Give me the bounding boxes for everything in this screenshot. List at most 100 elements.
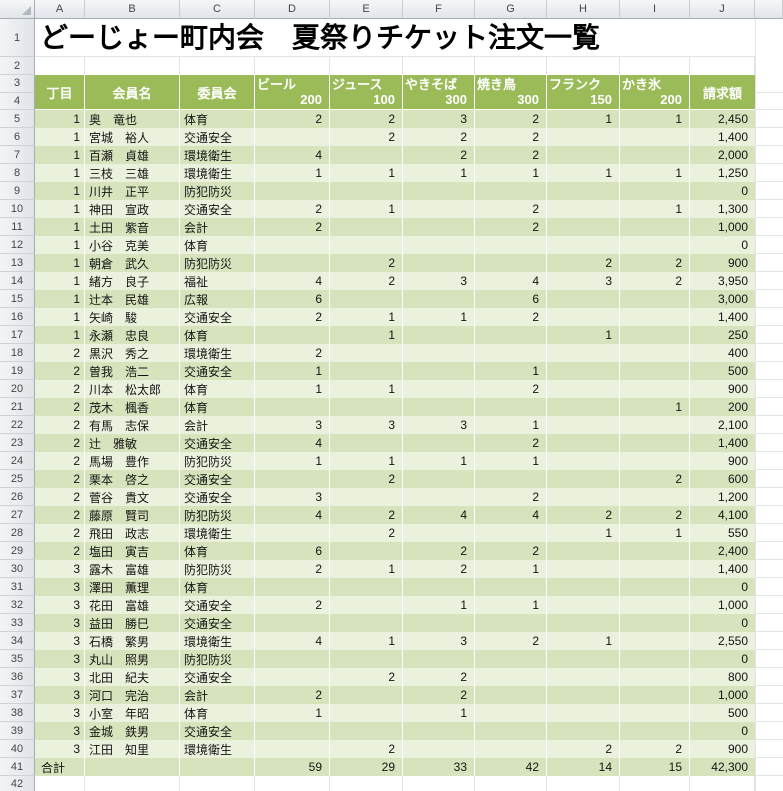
cell-member-name[interactable]: 石橋 繁男	[85, 632, 180, 650]
cell-frank-qty[interactable]: 2	[547, 254, 620, 272]
cell-amount[interactable]: 900	[690, 380, 755, 398]
cell-juice-qty[interactable]: 1	[330, 632, 403, 650]
cell-chome[interactable]: 1	[35, 110, 85, 128]
cell-beer-qty[interactable]: 2	[255, 560, 330, 578]
column-header-f[interactable]: F	[403, 0, 475, 19]
cell-chome[interactable]: 3	[35, 650, 85, 668]
cell-member-name[interactable]: 土田 紫音	[85, 218, 180, 236]
cell-frank-qty[interactable]	[547, 614, 620, 632]
header-chome[interactable]: 丁目	[35, 75, 85, 110]
cell-beer-qty[interactable]: 6	[255, 290, 330, 308]
cell-beer-qty[interactable]: 2	[255, 200, 330, 218]
cell-kakigori-qty[interactable]: 1	[620, 398, 690, 416]
cell-member-name[interactable]: 茂木 楓香	[85, 398, 180, 416]
cell-yakitori-qty[interactable]: 6	[475, 290, 547, 308]
cell-kakigori-qty[interactable]: 1	[620, 164, 690, 182]
cell-juice-qty[interactable]	[330, 614, 403, 632]
empty-cell[interactable]	[755, 470, 783, 488]
cell-beer-qty[interactable]	[255, 650, 330, 668]
cell-committee[interactable]: 環境衛生	[180, 344, 255, 362]
cell-beer-qty[interactable]: 1	[255, 164, 330, 182]
cell-chome[interactable]: 2	[35, 344, 85, 362]
header-committee[interactable]: 委員会	[180, 75, 255, 110]
row-header[interactable]: 39	[0, 722, 35, 740]
empty-cell[interactable]	[330, 57, 403, 75]
row-header-42[interactable]: 42	[0, 776, 35, 791]
sheet-title-cell[interactable]: どーじょー町内会 夏祭りチケット注文一覧	[35, 19, 755, 57]
row-header[interactable]: 32	[0, 596, 35, 614]
empty-cell[interactable]	[755, 704, 783, 722]
total-kakigori-qty[interactable]: 15	[620, 758, 690, 776]
cell-amount[interactable]: 900	[690, 740, 755, 758]
cell-juice-qty[interactable]	[330, 182, 403, 200]
row-header-3[interactable]: 3	[0, 75, 34, 93]
cell-yakisoba-qty[interactable]	[403, 182, 475, 200]
cell-frank-qty[interactable]	[547, 596, 620, 614]
cell-beer-qty[interactable]: 3	[255, 488, 330, 506]
cell-beer-qty[interactable]: 1	[255, 362, 330, 380]
cell-chome[interactable]: 3	[35, 560, 85, 578]
cell-amount[interactable]: 600	[690, 470, 755, 488]
empty-cell[interactable]	[755, 110, 783, 128]
cell-amount[interactable]: 1,400	[690, 308, 755, 326]
cell-member-name[interactable]: 神田 宣政	[85, 200, 180, 218]
cell-member-name[interactable]: 栗本 啓之	[85, 470, 180, 488]
cell-frank-qty[interactable]	[547, 704, 620, 722]
empty-cell[interactable]	[620, 57, 690, 75]
row-header[interactable]: 34	[0, 632, 35, 650]
cell-kakigori-qty[interactable]	[620, 146, 690, 164]
empty-cell[interactable]	[475, 57, 547, 75]
cell-committee[interactable]: 体育	[180, 542, 255, 560]
row-header[interactable]: 24	[0, 452, 35, 470]
cell-member-name[interactable]: 矢崎 駿	[85, 308, 180, 326]
cell-committee[interactable]: 防犯防災	[180, 452, 255, 470]
cell-juice-qty[interactable]	[330, 236, 403, 254]
row-header[interactable]: 36	[0, 668, 35, 686]
cell-yakitori-qty[interactable]	[475, 470, 547, 488]
row-header[interactable]: 38	[0, 704, 35, 722]
cell-yakisoba-qty[interactable]	[403, 434, 475, 452]
cell-chome[interactable]: 2	[35, 470, 85, 488]
cell-amount[interactable]: 550	[690, 524, 755, 542]
cell-yakisoba-qty[interactable]: 1	[403, 308, 475, 326]
column-header-j[interactable]: J	[690, 0, 755, 19]
cell-kakigori-qty[interactable]	[620, 218, 690, 236]
cell-yakisoba-qty[interactable]	[403, 218, 475, 236]
column-header-i[interactable]: I	[620, 0, 690, 19]
cell-member-name[interactable]: 辻本 民雄	[85, 290, 180, 308]
cell-frank-qty[interactable]: 1	[547, 110, 620, 128]
row-header[interactable]: 26	[0, 488, 35, 506]
cell-committee[interactable]: 交通安全	[180, 128, 255, 146]
cell-frank-qty[interactable]: 2	[547, 740, 620, 758]
cell-kakigori-qty[interactable]	[620, 668, 690, 686]
cell-member-name[interactable]: 飛田 政志	[85, 524, 180, 542]
empty-cell[interactable]	[755, 182, 783, 200]
cell-frank-qty[interactable]	[547, 380, 620, 398]
cell-yakisoba-qty[interactable]: 1	[403, 596, 475, 614]
cell-beer-qty[interactable]	[255, 470, 330, 488]
cell-kakigori-qty[interactable]	[620, 542, 690, 560]
select-all-corner[interactable]	[0, 0, 35, 19]
cell-yakitori-qty[interactable]: 2	[475, 380, 547, 398]
cell-member-name[interactable]: 小谷 克美	[85, 236, 180, 254]
cell-juice-qty[interactable]: 1	[330, 164, 403, 182]
cell-kakigori-qty[interactable]	[620, 722, 690, 740]
cell-chome[interactable]: 2	[35, 434, 85, 452]
cell-yakitori-qty[interactable]: 2	[475, 308, 547, 326]
cell-committee[interactable]: 環境衛生	[180, 524, 255, 542]
cell-juice-qty[interactable]: 2	[330, 254, 403, 272]
empty-cell[interactable]	[755, 326, 783, 344]
cell-frank-qty[interactable]	[547, 668, 620, 686]
cell-beer-qty[interactable]: 6	[255, 542, 330, 560]
empty-cell[interactable]	[755, 164, 783, 182]
cell-member-name[interactable]: 馬場 豊作	[85, 452, 180, 470]
row-header[interactable]: 22	[0, 416, 35, 434]
cell-yakitori-qty[interactable]: 1	[475, 362, 547, 380]
cell-committee[interactable]: 交通安全	[180, 722, 255, 740]
cell-frank-qty[interactable]: 1	[547, 632, 620, 650]
cell-member-name[interactable]: 川本 松太郎	[85, 380, 180, 398]
cell-frank-qty[interactable]	[547, 578, 620, 596]
cell-yakisoba-qty[interactable]	[403, 326, 475, 344]
cell-committee[interactable]: 体育	[180, 398, 255, 416]
cell-yakitori-qty[interactable]: 1	[475, 560, 547, 578]
